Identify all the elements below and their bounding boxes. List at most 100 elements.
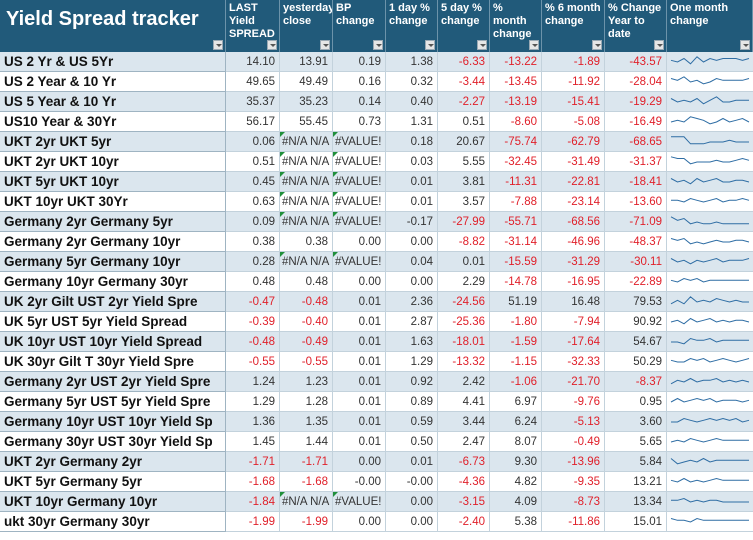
value-cell[interactable]: -1.68 <box>226 472 280 492</box>
value-cell[interactable]: -0.17 <box>386 212 438 232</box>
value-cell[interactable]: -9.76 <box>542 392 605 412</box>
filter-dropdown-button[interactable] <box>373 40 383 50</box>
value-cell[interactable]: 4.09 <box>490 492 542 512</box>
row-name-cell[interactable]: Germany 30yr UST 30yr Yield Sp <box>0 432 226 452</box>
value-cell[interactable]: -28.04 <box>605 72 667 92</box>
value-cell[interactable]: 49.65 <box>226 72 280 92</box>
value-cell[interactable]: 0.01 <box>333 392 386 412</box>
row-name-cell[interactable]: UKT 5yr UKT 10yr <box>0 172 226 192</box>
value-cell[interactable]: -2.40 <box>438 512 490 532</box>
value-cell[interactable]: -46.96 <box>542 232 605 252</box>
value-cell[interactable]: -0.00 <box>386 472 438 492</box>
value-cell[interactable]: 0.14 <box>333 92 386 112</box>
value-cell[interactable]: 0.04 <box>386 252 438 272</box>
row-name-cell[interactable]: UKT 5yr Germany 5yr <box>0 472 226 492</box>
value-cell[interactable]: 50.29 <box>605 352 667 372</box>
value-cell[interactable]: 51.19 <box>490 292 542 312</box>
value-cell[interactable]: #N/A N/A <box>280 192 333 212</box>
value-cell[interactable]: 0.38 <box>280 232 333 252</box>
value-cell[interactable]: 0.38 <box>226 232 280 252</box>
value-cell[interactable]: 9.30 <box>490 452 542 472</box>
row-name-cell[interactable]: UKT 2yr Germany 2yr <box>0 452 226 472</box>
filter-dropdown-button[interactable] <box>425 40 435 50</box>
value-cell[interactable]: 0.01 <box>333 332 386 352</box>
value-cell[interactable]: -8.73 <box>542 492 605 512</box>
value-cell[interactable]: -11.92 <box>542 72 605 92</box>
value-cell[interactable]: 1.36 <box>226 412 280 432</box>
filter-dropdown-button[interactable] <box>477 40 487 50</box>
value-cell[interactable]: 0.01 <box>333 352 386 372</box>
value-cell[interactable]: 4.82 <box>490 472 542 492</box>
value-cell[interactable]: 0.51 <box>438 112 490 132</box>
value-cell[interactable]: 5.84 <box>605 452 667 472</box>
value-cell[interactable]: 0.51 <box>226 152 280 172</box>
value-cell[interactable]: 0.00 <box>386 492 438 512</box>
value-cell[interactable]: 0.45 <box>226 172 280 192</box>
value-cell[interactable]: -25.36 <box>438 312 490 332</box>
value-cell[interactable]: -1.15 <box>490 352 542 372</box>
value-cell[interactable]: 0.01 <box>333 372 386 392</box>
value-cell[interactable]: -62.79 <box>542 132 605 152</box>
row-name-cell[interactable]: UKT 2yr UKT 10yr <box>0 152 226 172</box>
value-cell[interactable]: 0.00 <box>333 232 386 252</box>
value-cell[interactable]: -18.41 <box>605 172 667 192</box>
value-cell[interactable]: -1.71 <box>226 452 280 472</box>
value-cell[interactable]: -31.29 <box>542 252 605 272</box>
row-name-cell[interactable]: Germany 5yr Germany 10yr <box>0 252 226 272</box>
value-cell[interactable]: 3.81 <box>438 172 490 192</box>
value-cell[interactable]: 55.45 <box>280 112 333 132</box>
value-cell[interactable]: 35.23 <box>280 92 333 112</box>
value-cell[interactable]: 0.00 <box>333 452 386 472</box>
value-cell[interactable]: #N/A N/A <box>280 252 333 272</box>
value-cell[interactable]: -1.71 <box>280 452 333 472</box>
value-cell[interactable]: -0.48 <box>226 332 280 352</box>
row-name-cell[interactable]: Germany 10yr UST 10yr Yield Sp <box>0 412 226 432</box>
value-cell[interactable]: 35.37 <box>226 92 280 112</box>
value-cell[interactable]: -0.55 <box>280 352 333 372</box>
value-cell[interactable]: 13.34 <box>605 492 667 512</box>
value-cell[interactable]: 0.03 <box>386 152 438 172</box>
value-cell[interactable]: 14.10 <box>226 52 280 72</box>
value-cell[interactable]: 15.01 <box>605 512 667 532</box>
value-cell[interactable]: -48.37 <box>605 232 667 252</box>
value-cell[interactable]: -2.27 <box>438 92 490 112</box>
value-cell[interactable]: 0.01 <box>333 432 386 452</box>
value-cell[interactable]: -24.56 <box>438 292 490 312</box>
row-name-cell[interactable]: US 2 Year & 10 Yr <box>0 72 226 92</box>
value-cell[interactable]: #VALUE! <box>333 132 386 152</box>
value-cell[interactable]: 0.50 <box>386 432 438 452</box>
value-cell[interactable]: -0.39 <box>226 312 280 332</box>
row-name-cell[interactable]: Germany 2yr Germany 10yr <box>0 232 226 252</box>
value-cell[interactable]: 0.01 <box>386 172 438 192</box>
value-cell[interactable]: -9.35 <box>542 472 605 492</box>
value-cell[interactable]: -0.55 <box>226 352 280 372</box>
value-cell[interactable]: 1.29 <box>386 352 438 372</box>
value-cell[interactable]: 1.29 <box>226 392 280 412</box>
value-cell[interactable]: -1.99 <box>226 512 280 532</box>
value-cell[interactable]: 1.44 <box>280 432 333 452</box>
value-cell[interactable]: 0.00 <box>386 232 438 252</box>
value-cell[interactable]: 1.38 <box>386 52 438 72</box>
value-cell[interactable]: -68.65 <box>605 132 667 152</box>
value-cell[interactable]: 0.95 <box>605 392 667 412</box>
value-cell[interactable]: -15.41 <box>542 92 605 112</box>
filter-dropdown-button[interactable] <box>213 40 223 50</box>
value-cell[interactable]: -0.48 <box>280 292 333 312</box>
value-cell[interactable]: 1.45 <box>226 432 280 452</box>
value-cell[interactable]: 0.01 <box>333 412 386 432</box>
value-cell[interactable]: #N/A N/A <box>280 172 333 192</box>
value-cell[interactable]: -68.56 <box>542 212 605 232</box>
value-cell[interactable]: -22.81 <box>542 172 605 192</box>
value-cell[interactable]: -0.49 <box>542 432 605 452</box>
value-cell[interactable]: -16.49 <box>605 112 667 132</box>
value-cell[interactable]: -1.84 <box>226 492 280 512</box>
value-cell[interactable]: -1.80 <box>490 312 542 332</box>
value-cell[interactable]: 0.32 <box>386 72 438 92</box>
value-cell[interactable]: #VALUE! <box>333 152 386 172</box>
value-cell[interactable]: 0.19 <box>333 52 386 72</box>
value-cell[interactable]: -5.08 <box>542 112 605 132</box>
value-cell[interactable]: -21.70 <box>542 372 605 392</box>
value-cell[interactable]: #VALUE! <box>333 172 386 192</box>
value-cell[interactable]: -1.89 <box>542 52 605 72</box>
value-cell[interactable]: 0.63 <box>226 192 280 212</box>
